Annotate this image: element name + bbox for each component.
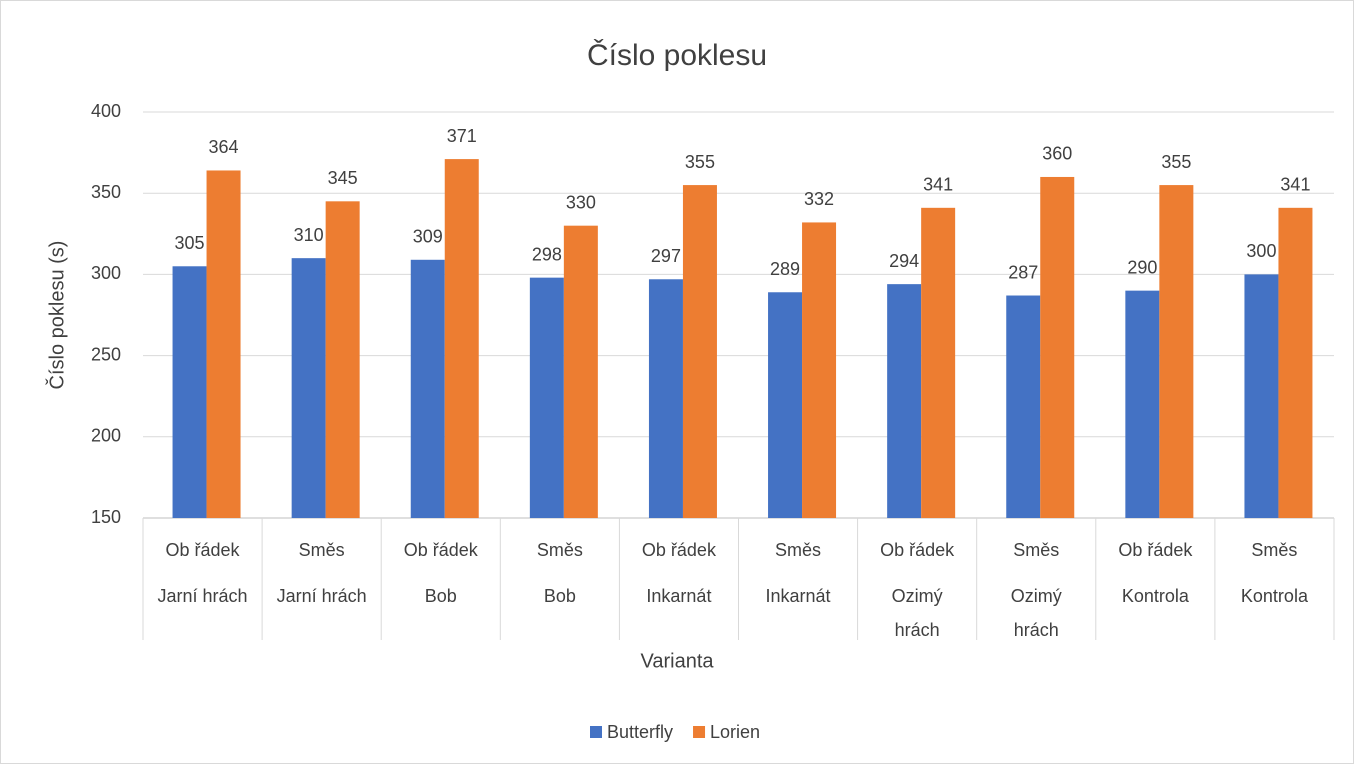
bar bbox=[648, 279, 683, 518]
bar bbox=[410, 259, 445, 518]
x-group-label: Bob bbox=[424, 586, 457, 606]
data-label: 332 bbox=[804, 189, 834, 209]
data-label: 345 bbox=[328, 168, 358, 188]
x-tick-label: Ob řádek bbox=[880, 540, 955, 560]
data-label: 305 bbox=[175, 233, 205, 253]
data-label: 294 bbox=[889, 251, 919, 271]
x-tick-label: Ob řádek bbox=[1118, 540, 1193, 560]
y-tick-label: 200 bbox=[91, 426, 121, 446]
x-tick-label: Ob řádek bbox=[165, 540, 240, 560]
bar bbox=[444, 159, 479, 518]
data-label: 355 bbox=[685, 152, 715, 172]
y-tick-label: 300 bbox=[91, 263, 121, 283]
data-label: 341 bbox=[923, 175, 953, 195]
x-tick-label: Směs bbox=[1251, 540, 1298, 560]
bar bbox=[563, 225, 598, 518]
data-label: 310 bbox=[294, 225, 324, 245]
bar bbox=[887, 284, 922, 518]
bar bbox=[1125, 290, 1160, 518]
x-group-label: Inkarnát bbox=[765, 586, 831, 606]
data-label: 330 bbox=[566, 192, 596, 212]
x-tick-label: Ob řádek bbox=[641, 540, 716, 560]
x-group-label: Kontrola bbox=[1121, 586, 1189, 606]
bar bbox=[1006, 295, 1041, 518]
data-label: 309 bbox=[413, 227, 443, 247]
x-group-label: Kontrola bbox=[1240, 586, 1308, 606]
data-label: 300 bbox=[1246, 241, 1276, 261]
x-group-label: Bob bbox=[543, 586, 576, 606]
data-label: 297 bbox=[651, 246, 681, 266]
data-label: 287 bbox=[1008, 262, 1038, 282]
bar bbox=[682, 185, 717, 518]
x-group-label: Ozimý hrách bbox=[891, 586, 943, 640]
x-tick-label: Směs bbox=[536, 540, 583, 560]
data-label: 364 bbox=[209, 137, 239, 157]
x-tick-label: Směs bbox=[775, 540, 822, 560]
y-tick-label: 250 bbox=[91, 344, 121, 364]
bar bbox=[1040, 176, 1075, 518]
bar bbox=[1278, 207, 1313, 519]
data-label: 298 bbox=[532, 244, 562, 264]
data-label: 371 bbox=[447, 126, 477, 146]
y-axis-title: Číslo poklesu (s) bbox=[45, 241, 68, 390]
data-label: 355 bbox=[1161, 152, 1191, 172]
bar bbox=[1244, 274, 1279, 518]
chart-title: Číslo poklesu bbox=[587, 38, 767, 72]
x-group-label: Jarní hrách bbox=[157, 586, 248, 606]
legend-label: Butterfly bbox=[607, 722, 673, 742]
bar bbox=[325, 201, 360, 518]
bar bbox=[802, 222, 837, 518]
data-label: 341 bbox=[1280, 175, 1310, 195]
x-tick-label: Směs bbox=[298, 540, 345, 560]
x-tick-label: Směs bbox=[1013, 540, 1060, 560]
x-axis-title: Varianta bbox=[640, 650, 714, 672]
bar bbox=[1159, 185, 1194, 518]
bar bbox=[291, 258, 326, 518]
legend-swatch bbox=[693, 726, 706, 738]
bar bbox=[206, 170, 241, 519]
data-label: 289 bbox=[770, 259, 800, 279]
bar bbox=[921, 207, 956, 519]
x-tick-label: Ob řádek bbox=[403, 540, 478, 560]
y-tick-label: 350 bbox=[91, 182, 121, 202]
x-group-label: Jarní hrách bbox=[276, 586, 367, 606]
x-group-label: Ozimý hrách bbox=[1010, 586, 1062, 640]
legend-label: Lorien bbox=[710, 722, 760, 742]
bar bbox=[529, 277, 564, 518]
bar bbox=[172, 266, 207, 518]
bar bbox=[768, 292, 803, 518]
data-label: 360 bbox=[1042, 144, 1072, 164]
legend-swatch bbox=[590, 726, 602, 738]
y-tick-label: 150 bbox=[91, 507, 121, 527]
y-tick-label: 400 bbox=[91, 101, 121, 121]
x-group-label: Inkarnát bbox=[646, 586, 712, 606]
data-label: 290 bbox=[1127, 257, 1157, 277]
